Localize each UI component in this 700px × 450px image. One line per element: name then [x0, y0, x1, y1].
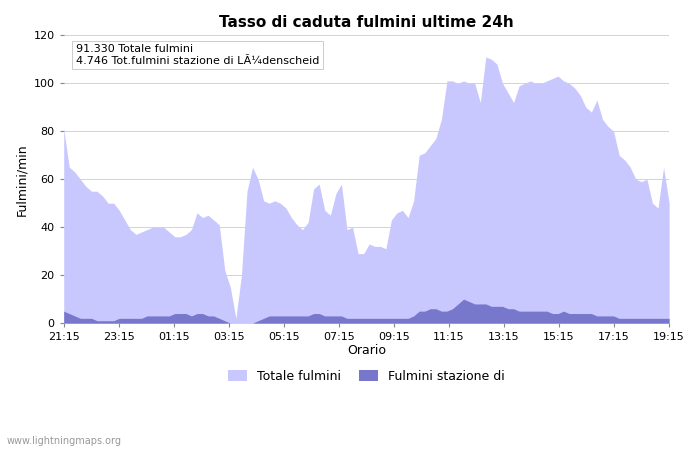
Legend: Totale fulmini, Fulmini stazione di: Totale fulmini, Fulmini stazione di — [222, 363, 511, 389]
Title: Tasso di caduta fulmini ultime 24h: Tasso di caduta fulmini ultime 24h — [219, 15, 514, 30]
Y-axis label: Fulmini/min: Fulmini/min — [15, 143, 28, 216]
X-axis label: Orario: Orario — [347, 343, 386, 356]
Text: 91.330 Totale fulmini
4.746 Tot.fulmini stazione di LÃ¼denscheid: 91.330 Totale fulmini 4.746 Tot.fulmini … — [76, 44, 319, 66]
Text: www.lightningmaps.org: www.lightningmaps.org — [7, 436, 122, 446]
